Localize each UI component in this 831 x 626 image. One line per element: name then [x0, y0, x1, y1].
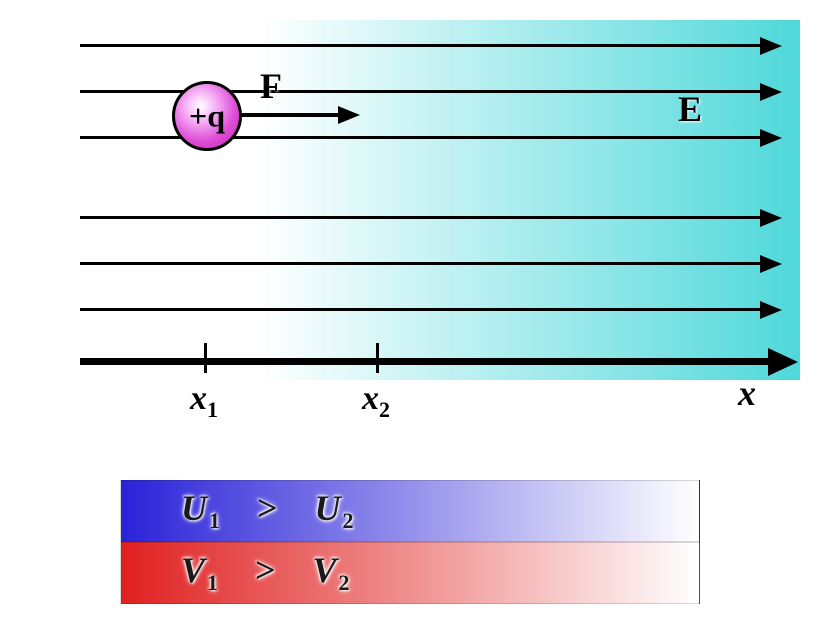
field-arrowhead [760, 209, 782, 227]
field-line [80, 44, 760, 47]
field-label: E [678, 88, 702, 130]
field-arrowhead [760, 83, 782, 101]
axis-tick [376, 343, 379, 373]
positive-charge: +q [172, 81, 242, 151]
background-gradient [80, 20, 800, 380]
inequality-bars: U1 > U2 V1 > V2 [120, 480, 700, 604]
force-arrow [242, 113, 338, 117]
axis-tick-label: x2 [362, 380, 390, 423]
force-arrowhead [338, 106, 360, 124]
charge-label: +q [189, 98, 225, 135]
field-arrowhead [760, 301, 782, 319]
force-label: F [260, 65, 282, 107]
potential-bar: V1 > V2 [120, 542, 700, 604]
inequality-V: V1 > V2 [181, 549, 352, 596]
x-axis-label: x [738, 372, 756, 414]
inequality-U: U1 > U2 [181, 487, 356, 534]
axis-tick [204, 343, 207, 373]
field-arrowhead [760, 37, 782, 55]
field-line [80, 308, 760, 311]
field-diagram: +q F E x x1x2 [80, 20, 800, 380]
x-axis [80, 358, 768, 365]
field-arrowhead [760, 129, 782, 147]
x-axis-arrowhead [768, 348, 798, 376]
field-line [80, 216, 760, 219]
potential-energy-bar: U1 > U2 [120, 480, 700, 542]
axis-tick-label: x1 [190, 380, 218, 423]
field-line [80, 262, 760, 265]
field-arrowhead [760, 255, 782, 273]
